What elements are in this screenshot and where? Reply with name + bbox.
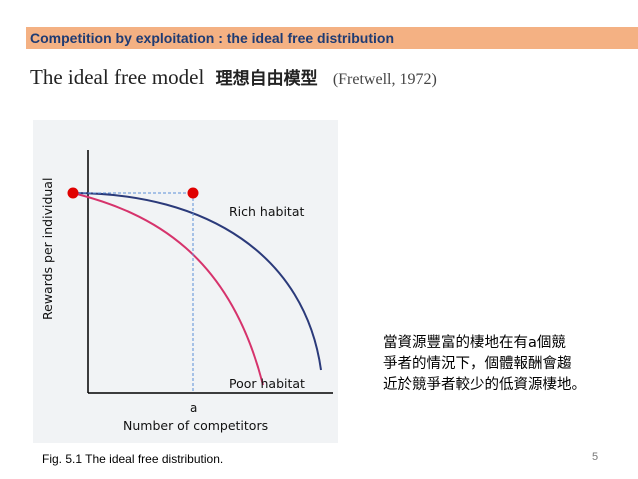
page-number: 5	[592, 451, 599, 463]
rich-habitat-label: Rich habitat	[229, 204, 304, 219]
title-citation: (Fretwell, 1972)	[332, 71, 437, 88]
x-axis-label: Number of competitors	[123, 418, 268, 433]
poor-habitat-point	[67, 187, 79, 199]
title-main: The ideal free model	[30, 65, 205, 89]
rich-habitat-curve	[72, 192, 322, 371]
ideal-free-figure: Rich habitat Poor habitat a Number of co…	[40, 150, 333, 433]
header-bar	[26, 27, 638, 49]
poor-habitat-curve	[72, 192, 264, 386]
poor-habitat-label: Poor habitat	[229, 376, 305, 391]
slide-title: The ideal free model 理想自由模型 (Fretwell, 1…	[30, 64, 437, 90]
note-line: 近於競爭者較少的低資源棲地。	[383, 377, 586, 393]
header-text: Competition by exploitation : the ideal …	[30, 30, 395, 46]
x-tick-label-a: a	[190, 401, 197, 415]
y-axis-label: Rewards per individual	[40, 178, 55, 320]
note-line: 爭者的情況下，個體報酬會趨	[383, 356, 572, 372]
chinese-note: 當資源豐富的棲地在有a個競 爭者的情況下，個體報酬會趨 近於競爭者較少的低資源棲…	[383, 333, 628, 396]
rich-habitat-point	[187, 187, 199, 199]
figure-caption: Fig. 5.1 The ideal free distribution.	[42, 452, 224, 466]
note-line: 當資源豐富的棲地在有a個競	[383, 335, 566, 351]
title-chinese: 理想自由模型	[215, 69, 318, 89]
